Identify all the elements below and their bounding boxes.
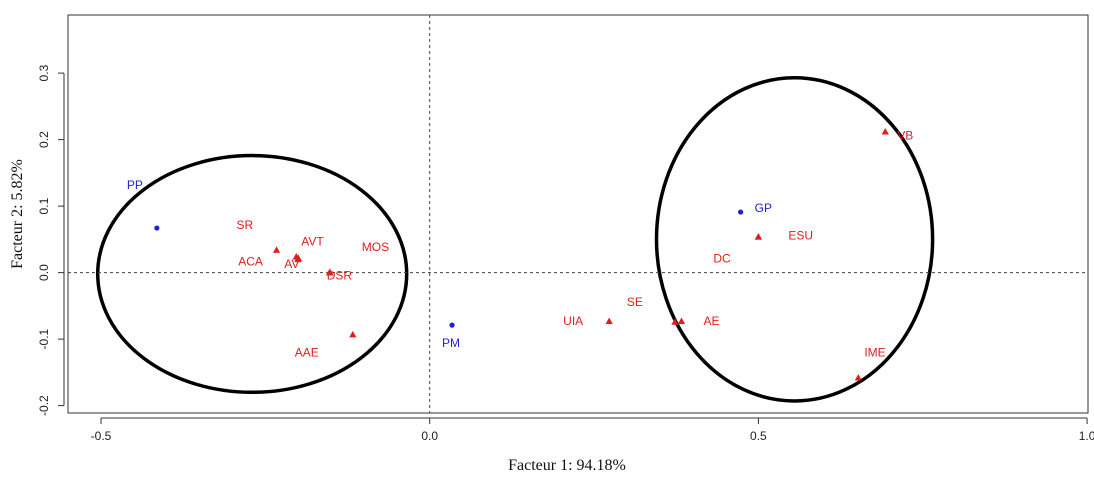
point-pp — [154, 225, 160, 231]
x-tick-label: 1.0 — [1079, 429, 1094, 443]
highlight-ellipse-1 — [95, 153, 409, 395]
point-label-avt: AVT — [301, 235, 324, 249]
point-label-aae: AAE — [295, 345, 319, 359]
point-label-pm: PM — [442, 336, 460, 350]
point-label-pp: PP — [127, 178, 143, 192]
point-label-esu: ESU — [788, 229, 813, 243]
x-tick-label: 0.0 — [421, 429, 438, 443]
point-pm — [449, 322, 455, 328]
point-label-ime: IME — [864, 346, 885, 360]
point-aae — [349, 330, 357, 338]
x-tick-label: 0.5 — [750, 429, 767, 443]
point-label-vb: VB — [897, 129, 913, 143]
point-sr — [272, 246, 281, 253]
x-tick-label: -0.5 — [91, 429, 112, 443]
point-label-dc: DC — [713, 252, 731, 266]
x-axis-title: Facteur 1: 94.18% — [508, 457, 626, 474]
highlight-ellipses — [95, 76, 935, 403]
point-label-aca: ACA — [238, 254, 263, 268]
point-av — [294, 254, 302, 261]
y-axis-title: Facteur 2: 5.82% — [9, 159, 26, 269]
x-axis: -0.5 0.0 0.5 1.0 — [91, 417, 1094, 443]
point-dsr — [326, 269, 334, 276]
point-ime — [854, 374, 862, 381]
point-label-se: SE — [627, 295, 643, 309]
plot-area-frame — [67, 14, 1089, 414]
y-tick-label: -0.2 — [37, 395, 51, 416]
y-tick-label: 0.0 — [37, 264, 51, 281]
point-label-dsr: DSR — [327, 269, 353, 283]
point-label-ae: AE — [703, 314, 719, 328]
point-labels: PP PM GP SR AVT ACA AV MOS DSR AAE UIA SE AE DC ESU VB I… — [127, 129, 913, 360]
point-esu — [754, 233, 762, 240]
y-tick-label: -0.1 — [37, 328, 51, 349]
y-tick-label: 0.3 — [37, 64, 51, 81]
highlight-ellipse-2 — [654, 76, 935, 403]
point-se — [671, 318, 679, 325]
point-vb — [881, 128, 889, 135]
point-label-uia: UIA — [563, 314, 583, 328]
point-gp — [738, 209, 744, 215]
point-label-mos: MOS — [362, 240, 389, 254]
y-tick-label: 0.2 — [37, 131, 51, 148]
point-ae — [677, 317, 686, 325]
point-label-sr: SR — [237, 218, 254, 232]
data-points — [154, 128, 889, 381]
y-tick-label: 0.1 — [37, 197, 51, 214]
reference-lines — [68, 15, 1088, 413]
point-label-gp: GP — [755, 201, 772, 215]
point-uia — [605, 317, 613, 325]
y-axis: -0.2 -0.1 0.0 0.1 0.2 0.3 — [37, 64, 65, 416]
point-label-av: AV — [284, 257, 299, 271]
